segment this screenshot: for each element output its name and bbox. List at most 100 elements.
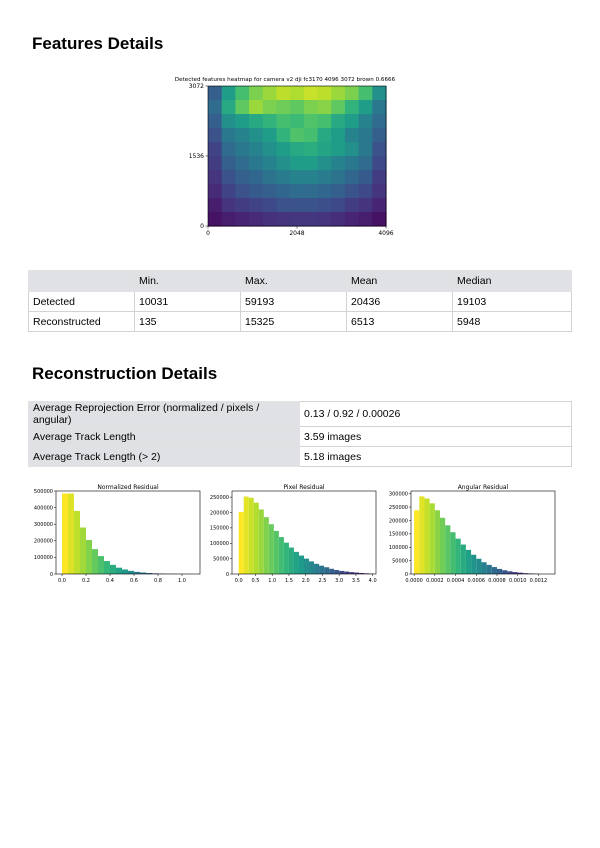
x-tick-label: 4.0 [369, 578, 377, 584]
reconstruction-table: Average Reprojection Error (normalized /… [28, 401, 572, 467]
histogram-bar [288, 547, 294, 574]
histogram-bar [471, 554, 477, 574]
heatmap-cell [372, 142, 387, 157]
heatmap-cell [208, 142, 223, 157]
heatmap-cell [249, 114, 264, 129]
heatmap-cell [358, 128, 373, 143]
metric-value: 0.13 / 0.92 / 0.00026 [299, 401, 572, 427]
x-tick-label: 0.4 [106, 578, 114, 584]
heatmap-cell [249, 198, 264, 213]
x-tick-label: 0.0 [235, 578, 243, 584]
heatmap-cell [221, 212, 236, 227]
heatmap-cell [249, 86, 264, 101]
x-tick-label: 4096 [378, 230, 393, 237]
histogram-bar [293, 551, 299, 574]
cell-mean: 20436 [346, 291, 453, 312]
heatmap-cell [303, 114, 319, 129]
heatmap-cell [235, 184, 250, 199]
table-row: Reconstructed 135 15325 6513 5948 [28, 311, 572, 332]
heatmap-cell [358, 86, 373, 101]
histogram-bar [278, 537, 284, 574]
heatmap-cell [221, 156, 236, 171]
heatmap-cell [372, 86, 387, 101]
heatmap-cell [344, 170, 360, 185]
features-heatmap: Detected features heatmap for camera v2 … [175, 74, 410, 244]
histogram-bar [517, 572, 523, 574]
x-tick-label: 0.8 [154, 578, 162, 584]
y-tick-label: 200000 [34, 539, 53, 545]
y-tick-label: 50000 [213, 556, 229, 562]
heatmap-cell [235, 128, 250, 143]
histogram-bar [319, 565, 325, 574]
metric-value: 3.59 images [299, 426, 572, 447]
y-tick-label: 300000 [389, 491, 408, 497]
heatmap-cell [235, 86, 250, 101]
heatmap-cell [290, 198, 305, 213]
heatmap-cell [208, 198, 223, 213]
histogram-bar [429, 503, 435, 574]
heatmap-cell [331, 128, 346, 143]
histogram-bar [434, 510, 441, 574]
heatmap-cell [208, 86, 223, 101]
heatmap-cell [262, 170, 278, 185]
histogram-bar [349, 572, 355, 574]
row-label: Detected [28, 291, 135, 312]
heatmap-cell [262, 212, 278, 227]
heatmap-cell [358, 100, 373, 115]
features-table: Min. Max. Mean Median Detected 10031 591… [28, 270, 572, 332]
chart-frame [410, 490, 556, 575]
heatmap-cell [221, 198, 236, 213]
cell-min: 135 [134, 311, 241, 332]
heatmap-cell [249, 128, 264, 143]
heatmap-cell [262, 128, 278, 143]
x-tick-label: 0.0012 [530, 578, 548, 584]
heatmap-cell [372, 212, 387, 227]
x-tick-label: 2048 [289, 230, 304, 237]
heatmap-cell [358, 114, 373, 129]
histogram-bar [502, 570, 508, 574]
heatmap-cell [331, 198, 346, 213]
header-cell-empty [28, 270, 135, 292]
heatmap-cell [303, 142, 319, 157]
chart-title: Angular Residual [458, 484, 509, 491]
header-cell-median: Median [452, 270, 572, 292]
heatmap-cell [262, 198, 278, 213]
heatmap-cell [317, 212, 332, 227]
histogram-bar [253, 502, 259, 574]
heatmap-cell [276, 128, 291, 143]
y-tick-label: 100000 [389, 545, 408, 551]
histogram-bar [140, 572, 146, 574]
heatmap-cell [276, 212, 291, 227]
heatmap-cell [317, 114, 332, 129]
heatmap-cell [221, 100, 236, 115]
heatmap-cell [235, 142, 250, 157]
heatmap-cell [317, 184, 332, 199]
heatmap-cell [344, 142, 360, 157]
heatmap-cell [208, 100, 223, 115]
heatmap-cell [249, 170, 264, 185]
histogram-bar [98, 556, 104, 574]
heatmap-cell [221, 184, 236, 199]
heatmap-cell [249, 156, 264, 171]
x-tick-label: 0.0008 [488, 578, 506, 584]
heatmap-cell [344, 128, 360, 143]
heatmap-cell [317, 142, 332, 157]
heatmap-cell [235, 198, 250, 213]
metric-label: Average Track Length [28, 426, 300, 447]
y-tick-label: 150000 [210, 526, 229, 532]
histogram-bar [460, 544, 466, 574]
x-tick-label: 1.5 [285, 578, 293, 584]
histogram-bar [364, 573, 370, 574]
heatmap-cell [317, 170, 332, 185]
heatmap-cell [344, 212, 360, 227]
histogram-bar [507, 571, 513, 574]
heatmap-cell [317, 86, 332, 101]
heatmap-cell [303, 128, 319, 143]
heatmap-cell [262, 114, 278, 129]
y-tick-label: 250000 [389, 505, 408, 511]
heatmap-cell [249, 184, 264, 199]
y-tick-label: 250000 [210, 495, 229, 501]
x-tick-label: 0.0006 [468, 578, 486, 584]
histogram-bar [273, 530, 279, 574]
heatmap-cell [317, 198, 332, 213]
